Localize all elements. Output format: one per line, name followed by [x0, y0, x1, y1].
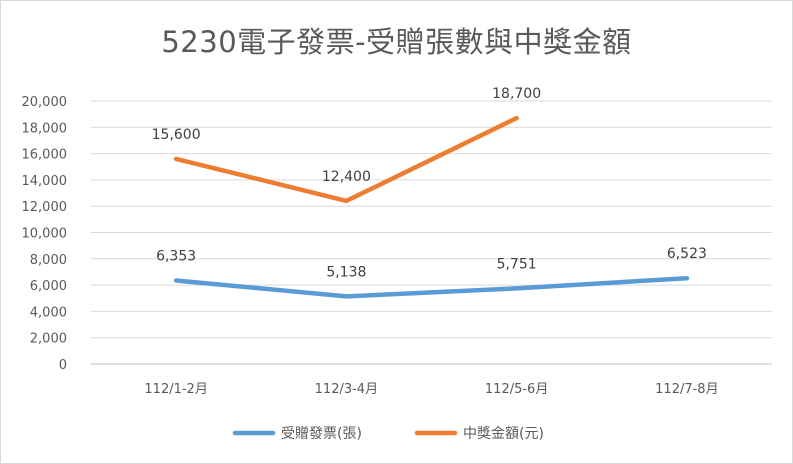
y-tick-label: 6,000 — [30, 279, 67, 294]
y-tick-label: 20,000 — [22, 95, 68, 110]
legend: 受贈發票(張) 中獎金額(元) — [232, 426, 544, 442]
x-tick-label: 112/1-2月 — [144, 382, 207, 397]
y-tick-label: 4,000 — [30, 305, 67, 320]
y-tick-label: 0 — [59, 358, 67, 373]
data-label: 18,700 — [492, 86, 541, 102]
chart-title: 5230電子發票-受贈張數與中獎金額 — [161, 25, 632, 59]
data-label: 5,138 — [326, 264, 366, 280]
x-tick-label: 112/7-8月 — [655, 382, 718, 397]
y-tick-label: 8,000 — [30, 253, 67, 268]
y-tick-label: 16,000 — [22, 148, 68, 163]
legend-label: 受贈發票(張) — [281, 426, 362, 442]
data-label: 6,353 — [156, 248, 196, 264]
data-label: 12,400 — [322, 169, 371, 185]
y-tick-label: 10,000 — [22, 227, 68, 242]
x-tick-label: 112/3-4月 — [315, 382, 378, 397]
data-label: 6,523 — [667, 246, 707, 262]
data-labels: 6,353 5,138 5,751 6,523 15,600 12,400 18,700 — [152, 86, 707, 280]
y-tick-label: 12,000 — [22, 200, 68, 215]
legend-label: 中獎金額(元) — [463, 426, 544, 442]
y-axis-ticks: 0 2,000 4,000 6,000 8,000 10,000 12,000 14,000 1… — [22, 95, 68, 373]
y-tick-label: 2,000 — [30, 332, 67, 347]
x-axis-ticks: 112/1-2月 112/3-4月 112/5-6月 112/7-8月 — [144, 382, 718, 397]
series-lines — [173, 115, 690, 299]
series-line-1 — [173, 275, 690, 299]
gridlines — [91, 100, 772, 365]
x-tick-label: 112/5-6月 — [485, 382, 548, 397]
series-line-2 — [173, 115, 519, 204]
data-label: 5,751 — [497, 256, 537, 272]
y-tick-label: 14,000 — [22, 174, 68, 189]
y-tick-label: 18,000 — [22, 121, 68, 136]
data-label: 15,600 — [152, 127, 201, 143]
